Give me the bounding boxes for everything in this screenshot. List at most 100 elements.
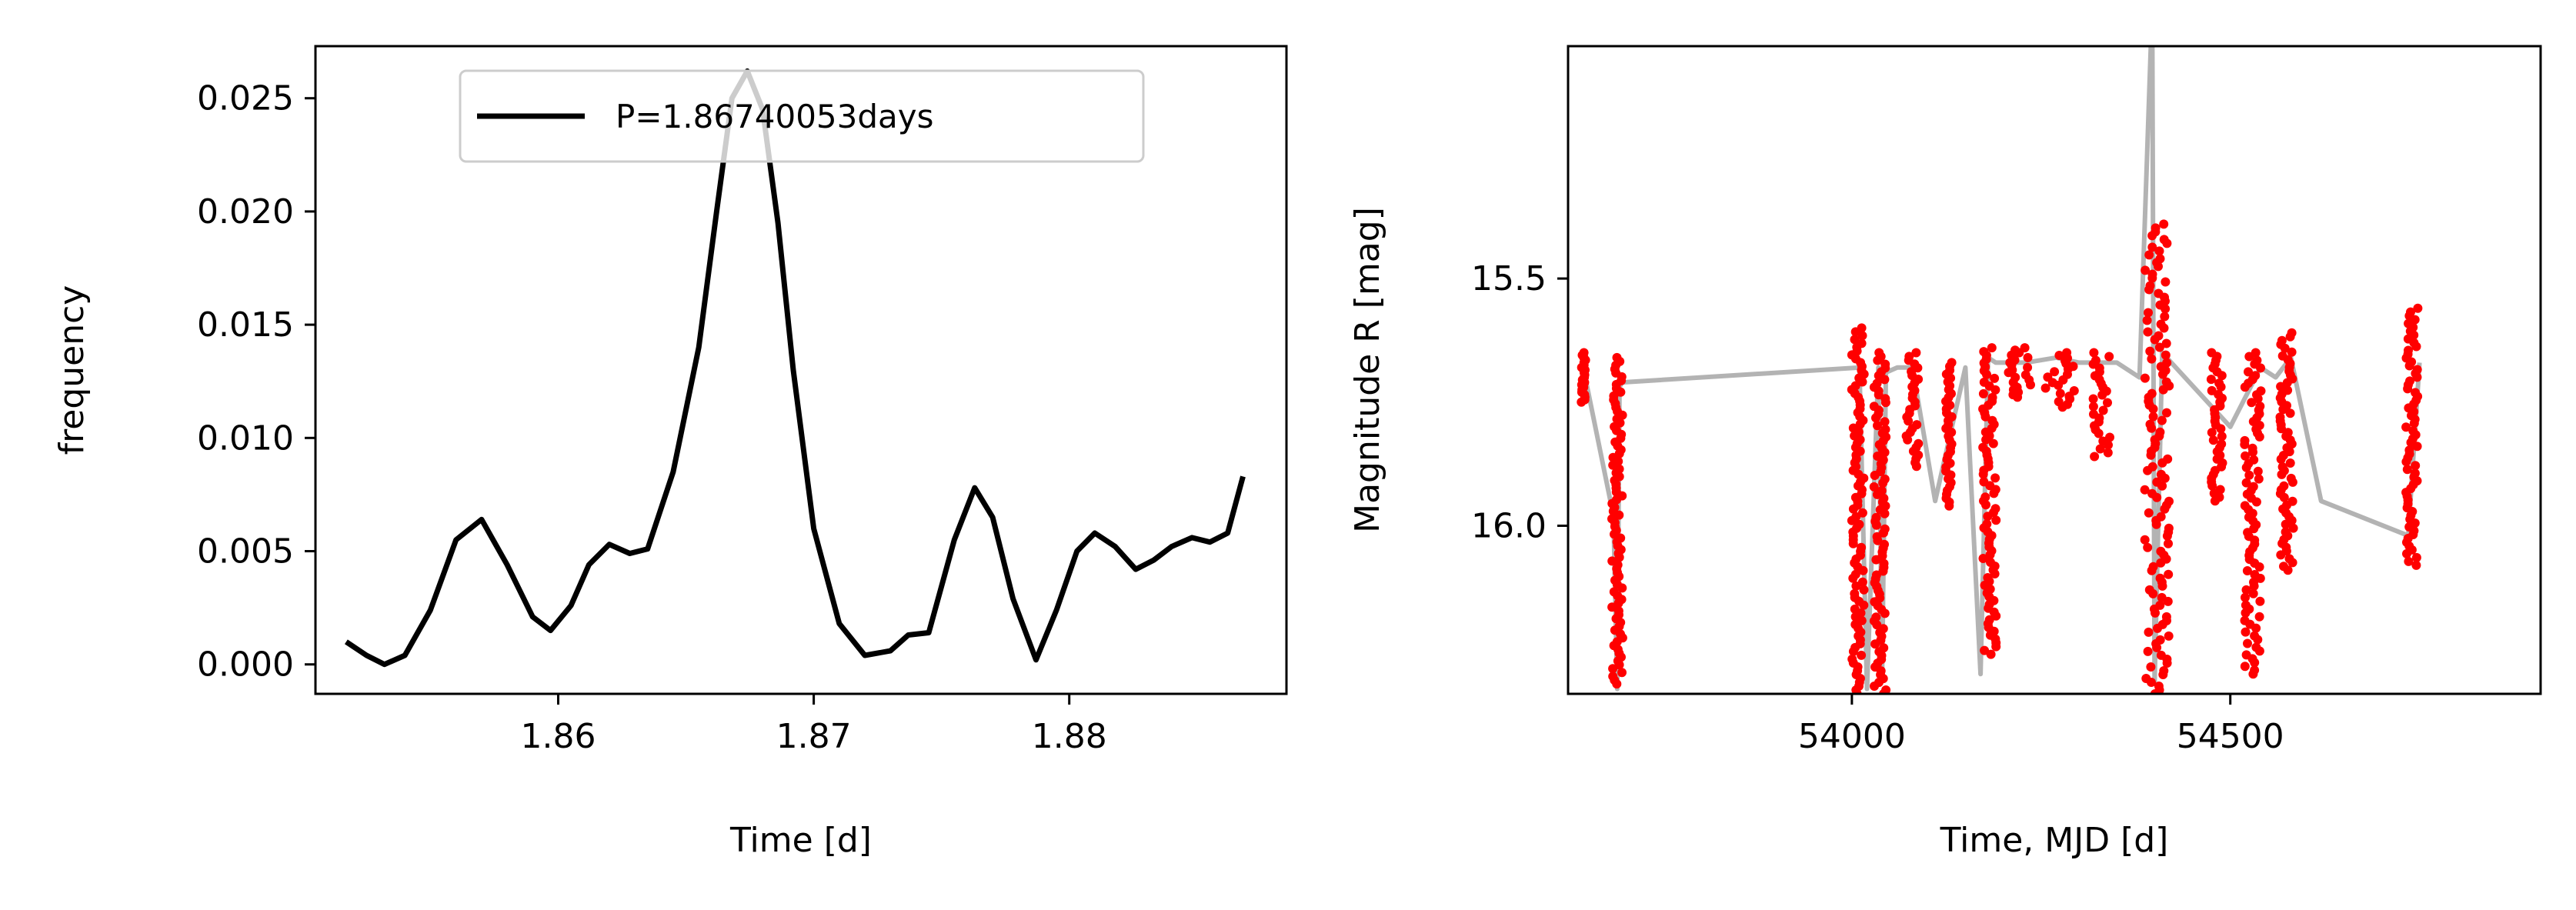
lightcurve-point <box>2153 623 2162 633</box>
lightcurve-point <box>2162 658 2172 668</box>
lightcurve-point <box>1988 438 1998 448</box>
lightcurve-point <box>1848 538 1858 548</box>
lightcurve-point <box>2254 562 2264 572</box>
lightcurve-point <box>1991 642 2001 652</box>
lightcurve-point <box>2144 508 2154 518</box>
lightcurve-point <box>2154 246 2164 256</box>
lightcurve-point <box>2248 588 2258 598</box>
lightcurve-point <box>2256 363 2265 373</box>
lightcurve-point <box>2216 424 2226 434</box>
lightcurve-point <box>2023 362 2033 372</box>
lightcurve-point <box>2014 348 2024 358</box>
lightcurve-point <box>2243 638 2252 648</box>
lightcurve-point <box>2054 380 2064 390</box>
lightcurve-point <box>2287 347 2297 357</box>
lightcurve-point <box>1986 649 1996 659</box>
lightcurve-point <box>2285 408 2295 418</box>
lightcurve-point <box>1904 416 1914 426</box>
lightcurve-point <box>2276 382 2286 392</box>
lightcurve-point-cluster <box>1978 343 2001 659</box>
lightcurve-point <box>1990 473 2000 483</box>
x-tick-label: 1.87 <box>776 717 852 756</box>
lightcurve-point <box>2217 371 2227 381</box>
lightcurve-point <box>2144 308 2153 318</box>
lightcurve-point <box>2254 474 2264 484</box>
lightcurve-point <box>2142 315 2152 325</box>
lightcurve-point <box>1982 369 1991 379</box>
lightcurve-point <box>2147 565 2157 575</box>
lightcurve-point <box>2402 465 2412 475</box>
lightcurve-point <box>1847 515 1857 525</box>
lightcurve-point <box>1870 639 1880 649</box>
lightcurve-point <box>1880 417 1890 427</box>
lightcurve-point <box>2163 596 2173 606</box>
lightcurve-point <box>1980 412 1990 422</box>
lightcurve-point <box>2154 342 2164 352</box>
lightcurve-point <box>2280 343 2290 353</box>
lightcurve-point <box>2164 538 2173 548</box>
lightcurve-point <box>2162 408 2171 418</box>
lightcurve-point <box>1857 377 1867 387</box>
lightcurve-point <box>1985 550 1995 560</box>
periodogram-panel: 1.86 1.87 1.88 0.0000.0050.0100.0150.0200.… <box>52 45 1288 860</box>
lightcurve-point <box>2241 608 2251 618</box>
lightcurve-point <box>2026 380 2035 390</box>
lightcurve-point <box>2160 473 2170 483</box>
lightcurve-point-cluster <box>1941 358 1957 511</box>
lightcurve-point <box>2241 627 2251 637</box>
lightcurve-point <box>1607 602 1617 612</box>
lightcurve-point-cluster <box>2240 348 2266 679</box>
lightcurve-point <box>1873 421 1882 431</box>
lightcurve-point <box>1858 565 1868 575</box>
lightcurve-point <box>2282 378 2292 388</box>
lightcurve-point <box>1859 600 1869 610</box>
lightcurve-point <box>2090 452 2100 462</box>
lightcurve-point <box>2283 565 2293 575</box>
lightcurve-plot-area <box>1577 46 2423 694</box>
lightcurve-point <box>2161 304 2171 314</box>
lightcurve-point <box>2244 470 2254 480</box>
lightcurve-point-cluster <box>2040 348 2079 412</box>
lightcurve-point <box>2242 566 2252 575</box>
lightcurve-point <box>2412 442 2422 452</box>
lightcurve-point <box>2255 596 2265 606</box>
lightcurve-point <box>2013 392 2023 402</box>
periodogram-x-ticks: 1.86 1.87 1.88 <box>521 694 1107 756</box>
x-tick-label: 54500 <box>2177 717 2284 756</box>
lightcurve-point <box>2276 550 2286 560</box>
lightcurve-point <box>1850 327 1860 337</box>
lightcurve-point <box>2157 415 2167 425</box>
lightcurve-point <box>1981 435 1991 445</box>
lightcurve-axes-frame <box>1567 45 2542 695</box>
periodogram-x-axis-label: Time [d] <box>729 821 872 860</box>
lightcurve-point <box>2287 558 2297 568</box>
lightcurve-point <box>1880 398 1890 408</box>
lightcurve-point <box>2157 481 2167 491</box>
lightcurve-point <box>1614 510 1624 520</box>
lightcurve-point <box>1981 500 1990 510</box>
lightcurve-point <box>1911 348 1921 358</box>
lightcurve-point <box>1848 504 1858 514</box>
lightcurve-point <box>2251 623 2261 633</box>
lightcurve-point <box>1983 512 1993 522</box>
lightcurve-point <box>2146 662 2156 672</box>
lightcurve-y-axis-label: Magnitude R [mag] <box>1348 207 1387 533</box>
lightcurve-point-cluster <box>2140 219 2174 694</box>
lightcurve-point <box>2216 382 2226 392</box>
lightcurve-point <box>1978 469 1988 479</box>
lightcurve-point-cluster <box>2206 348 2227 506</box>
legend: P=1.86740053days <box>459 69 1145 163</box>
legend-entry-label: P=1.86740053days <box>616 98 934 135</box>
lightcurve-x-ticks: 54000 54500 <box>1798 694 2284 756</box>
lightcurve-point <box>2161 350 2171 360</box>
lightcurve-point <box>2164 569 2174 579</box>
y-tick-label: 15.5 <box>1471 259 1547 298</box>
lightcurve-panel: 54000 54500 15.5 16.0 Time, MJD [d] Magnit… <box>1348 45 2542 860</box>
lightcurve-point <box>1990 385 2000 395</box>
lightcurve-point <box>2145 346 2155 356</box>
lightcurve-point <box>2156 558 2166 568</box>
lightcurve-point <box>2150 335 2160 345</box>
lightcurve-point <box>1857 331 1867 341</box>
lightcurve-point <box>2023 352 2033 362</box>
lightcurve-point <box>1848 573 1858 583</box>
